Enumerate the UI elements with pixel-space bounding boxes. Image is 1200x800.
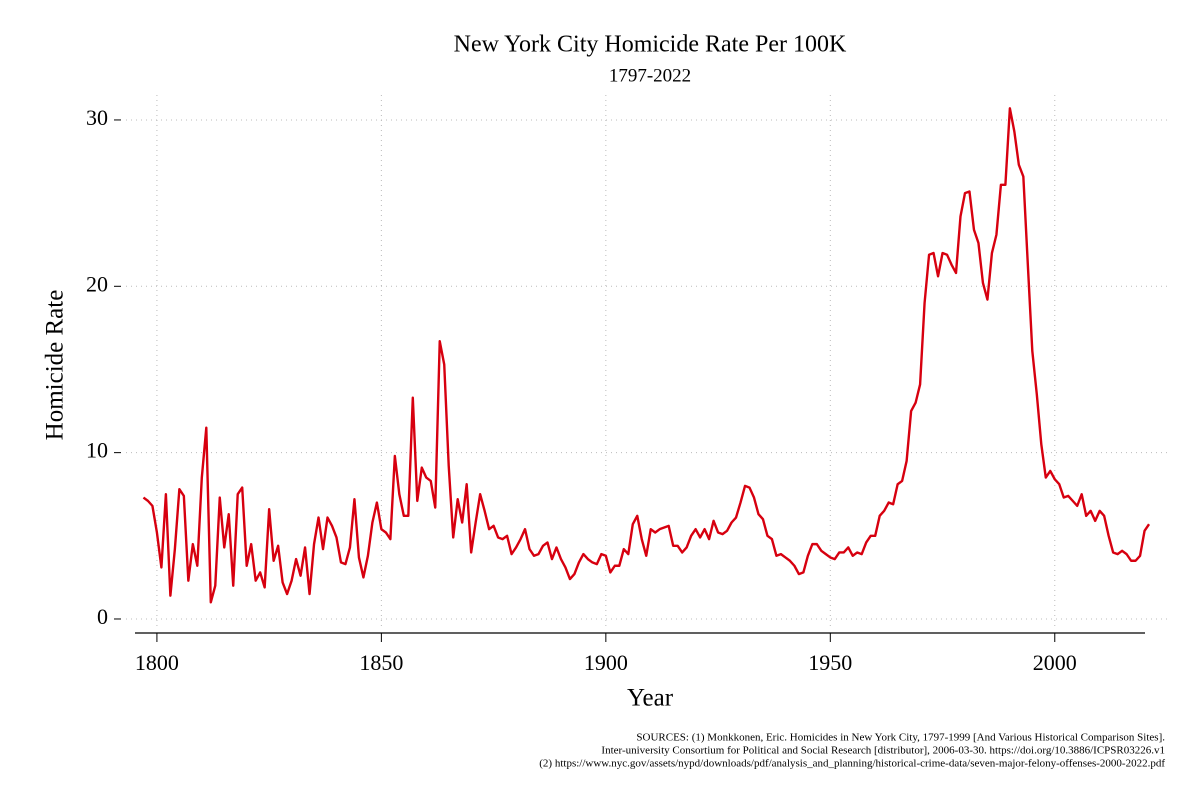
y-axis-label: Homicide Rate — [42, 290, 69, 441]
source-note: Inter-university Consortium for Politica… — [601, 745, 1165, 757]
x-tick-label: 1900 — [584, 650, 628, 675]
data-line — [142, 107, 1151, 604]
y-tick-label: 30 — [86, 105, 108, 130]
x-tick-label: 1800 — [135, 650, 179, 675]
source-note: (2) https://www.nyc.gov/assets/nypd/down… — [539, 758, 1165, 770]
source-note: SOURCES: (1) Monkkonen, Eric. Homicides … — [636, 732, 1165, 744]
x-axis-label: Year — [627, 685, 674, 712]
y-tick-label: 0 — [97, 604, 108, 629]
x-tick-label: 2000 — [1033, 650, 1077, 675]
y-tick-label: 10 — [86, 438, 108, 463]
chart-subtitle: 1797-2022 — [609, 65, 691, 86]
y-tick-label: 20 — [86, 271, 108, 296]
x-tick-label: 1950 — [808, 650, 852, 675]
chart-title: New York City Homicide Rate Per 100K — [454, 32, 847, 58]
x-tick-label: 1850 — [359, 650, 403, 675]
